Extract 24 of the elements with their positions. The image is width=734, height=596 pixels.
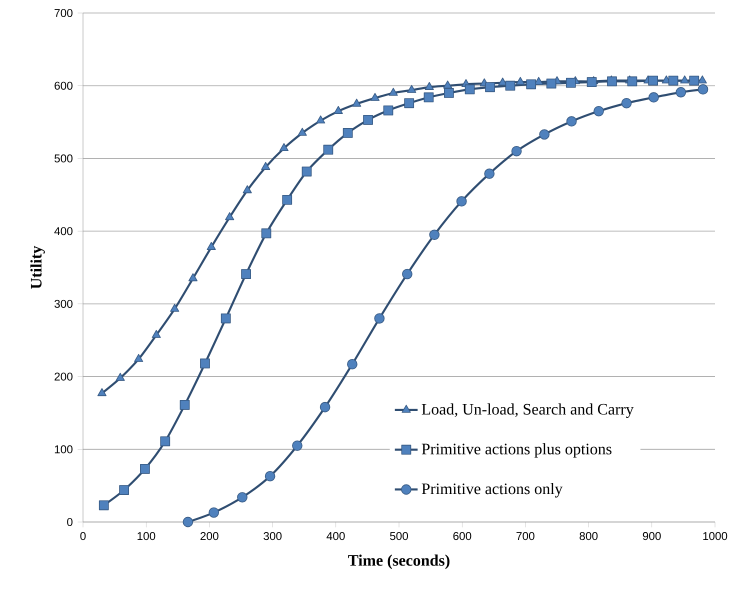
x-tick-label: 200 xyxy=(200,532,218,540)
legend-label: Primitive actions only xyxy=(422,482,563,498)
y-tick-label: 600 xyxy=(54,82,73,90)
y-tick-label: 200 xyxy=(54,372,73,381)
legend-label: Load, Un-load, Search and Carry xyxy=(422,403,634,418)
y-tick-label: 0 xyxy=(67,518,73,526)
x-tick-label: 100 xyxy=(138,532,156,540)
y-tick-label: 700 xyxy=(54,9,73,18)
x-axis-title: Time (seconds) xyxy=(348,554,450,570)
x-tick-label: 800 xyxy=(580,532,598,540)
x-tick-label: 700 xyxy=(516,532,534,540)
y-tick-label: 300 xyxy=(54,300,73,308)
x-tick-label: 400 xyxy=(326,532,345,540)
x-tick-label: 0 xyxy=(80,532,86,540)
y-axis-title: Utility xyxy=(30,246,45,289)
x-tick-label: 900 xyxy=(642,532,661,540)
y-tick-label: 500 xyxy=(54,154,73,162)
x-tick-label: 500 xyxy=(390,532,408,540)
y-tick-label: 100 xyxy=(54,445,73,454)
x-tick-label: 300 xyxy=(264,532,282,540)
x-tick-label: 1000 xyxy=(703,532,728,540)
x-tick-label: 600 xyxy=(453,532,472,540)
y-tick-label: 400 xyxy=(54,227,73,236)
legend-label: Primitive actions plus options xyxy=(422,443,612,458)
